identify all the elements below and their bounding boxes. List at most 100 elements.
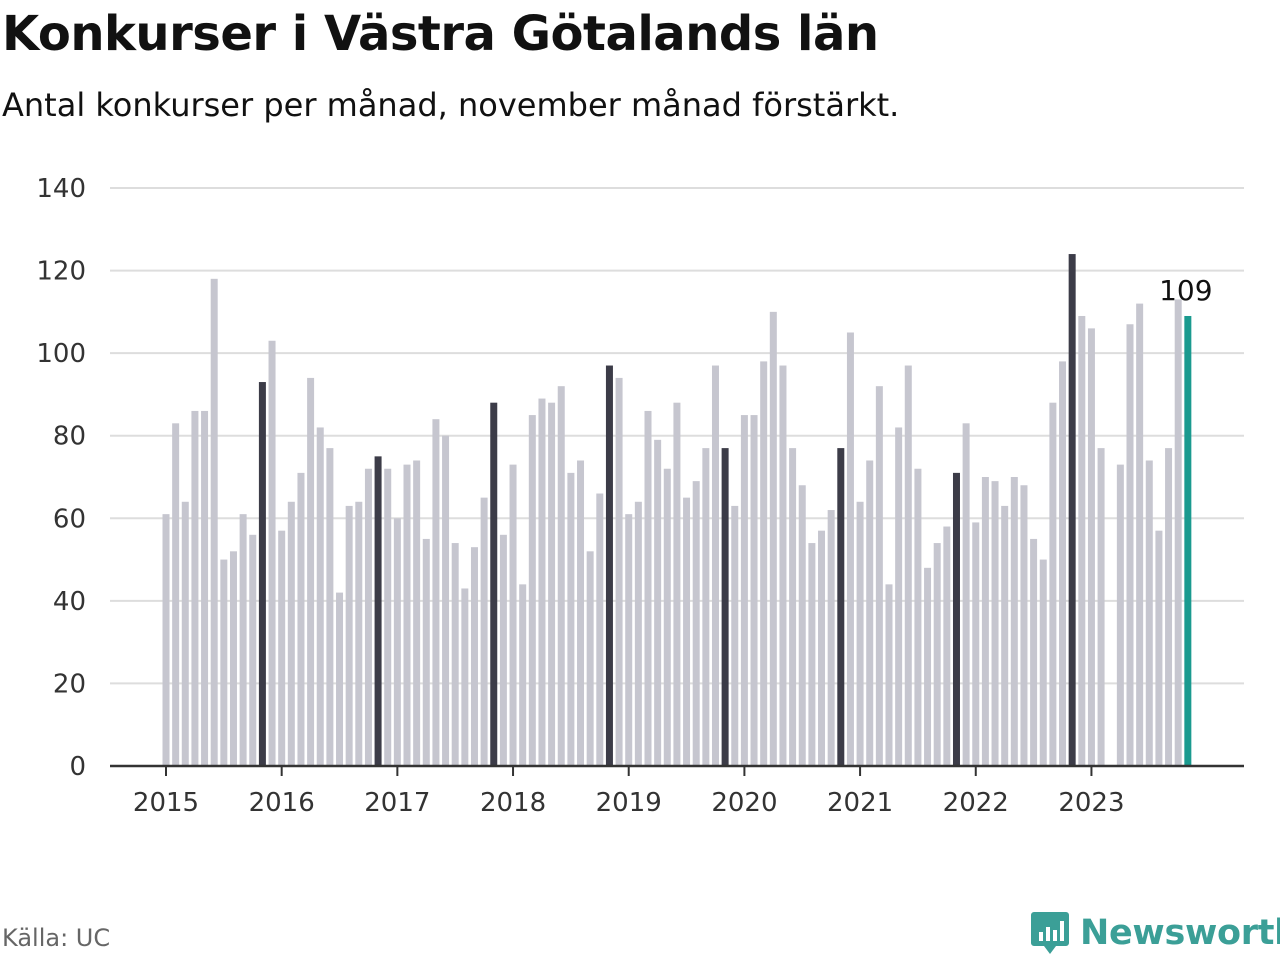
y-tick-label: 20: [53, 669, 86, 699]
bar: [422, 538, 430, 766]
bar: [480, 497, 488, 766]
bar: [287, 501, 295, 766]
bar: [663, 468, 671, 766]
bar: [268, 340, 276, 766]
bar: [1145, 460, 1153, 766]
bar: [972, 522, 980, 766]
x-tick-label: 2017: [364, 788, 430, 818]
bar: [220, 559, 228, 766]
bar: [846, 332, 854, 766]
bar: [538, 398, 546, 766]
x-tick-label: 2021: [827, 788, 893, 818]
bar: [499, 534, 507, 766]
bar: [557, 386, 565, 766]
bar: [596, 493, 604, 766]
y-tick-label: 0: [69, 752, 86, 782]
bar: [914, 468, 922, 766]
bar: [731, 505, 739, 766]
bar: [403, 464, 411, 766]
x-tick-label: 2022: [943, 788, 1009, 818]
bar: [1039, 559, 1047, 766]
bar: [856, 501, 864, 766]
bar: [1174, 299, 1182, 766]
bar: [336, 592, 344, 766]
bar: [615, 377, 623, 766]
bar: [875, 386, 883, 766]
bar: [798, 485, 806, 766]
latest-value-label: 109: [1159, 274, 1212, 307]
bar: [470, 547, 478, 766]
bar-chart: 0 20 40 60 80 100 120 140 109 2015 2016 2017 2018 201…: [36, 174, 1244, 818]
bar: [172, 423, 180, 766]
bar: [201, 410, 209, 766]
bar-latest: [1184, 315, 1192, 766]
bar: [789, 448, 797, 766]
bar: [229, 551, 237, 766]
bar: [1059, 361, 1067, 766]
bar: [326, 448, 334, 766]
bar: [711, 365, 719, 766]
bar: [239, 514, 247, 766]
bar: [1097, 448, 1105, 766]
bar: [384, 468, 392, 766]
bar-november: [490, 402, 498, 766]
bar: [413, 460, 421, 766]
y-tick-label: 120: [36, 257, 86, 287]
bar: [740, 415, 748, 766]
bar: [702, 448, 710, 766]
bar: [683, 497, 691, 766]
y-tick-label: 60: [53, 504, 86, 534]
bar: [191, 410, 199, 766]
bar: [895, 427, 903, 766]
newsworthy-logo: Newsworthy: [1030, 910, 1280, 956]
bar: [904, 365, 912, 766]
bar-november: [952, 472, 960, 766]
bar-november: [605, 365, 613, 766]
bar: [654, 439, 662, 766]
chart-subtitle: Antal konkurser per månad, november måna…: [2, 86, 900, 124]
chart-title: Konkurser i Västra Götalands län: [2, 6, 879, 62]
bar: [1126, 324, 1134, 766]
bar: [943, 526, 951, 766]
bar: [634, 501, 642, 766]
bar: [1010, 477, 1018, 766]
bar: [451, 543, 459, 766]
x-tick-label: 2018: [480, 788, 546, 818]
bar-november: [258, 382, 266, 766]
x-tick-label: 2019: [596, 788, 662, 818]
bar: [673, 402, 681, 766]
bar: [866, 460, 874, 766]
y-tick-label: 100: [36, 339, 86, 369]
bar: [210, 278, 218, 766]
bar: [644, 410, 652, 766]
bar: [981, 477, 989, 766]
bar: [586, 551, 594, 766]
bar: [885, 584, 893, 766]
bar: [769, 311, 777, 766]
bar: [818, 530, 826, 766]
bar: [393, 518, 401, 766]
bar: [991, 481, 999, 766]
bar: [567, 472, 575, 766]
bar: [1078, 315, 1086, 766]
bar: [528, 415, 536, 766]
y-tick-label: 80: [53, 422, 86, 452]
bar: [1155, 530, 1163, 766]
bar: [577, 460, 585, 766]
bar: [432, 419, 440, 766]
source-note: Källa: UC: [2, 924, 111, 952]
bar: [249, 534, 257, 766]
bar: [1087, 328, 1095, 766]
bar: [924, 567, 932, 766]
bar: [1049, 402, 1057, 766]
brand-name: Newsworthy: [1080, 913, 1280, 953]
bar-november: [374, 456, 382, 766]
bar: [278, 530, 286, 766]
bar: [1165, 448, 1173, 766]
bar: [548, 402, 556, 766]
bar: [509, 464, 517, 766]
bar-november: [721, 448, 729, 766]
bar: [1030, 538, 1038, 766]
bar: [364, 468, 372, 766]
bar: [692, 481, 700, 766]
